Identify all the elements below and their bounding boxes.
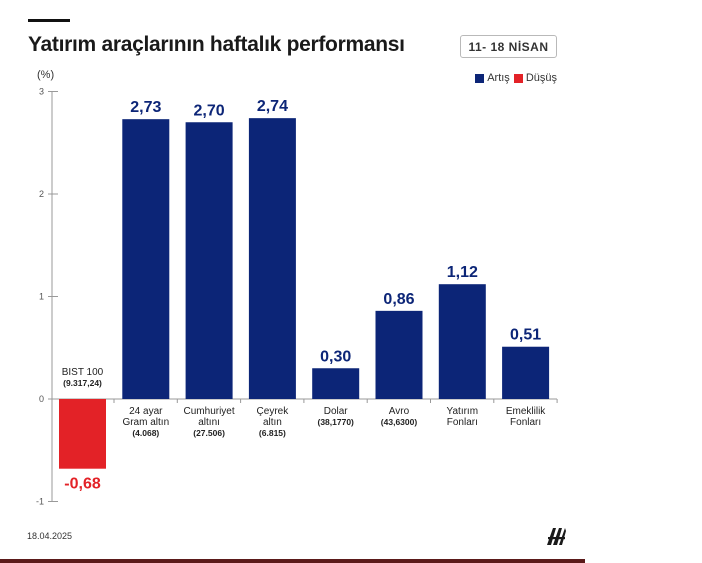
bar [59, 399, 106, 469]
accent-line [28, 19, 70, 22]
legend-item-up: Artış [475, 72, 510, 84]
data-label: 0,86 [383, 291, 414, 308]
category-label: Avro [389, 406, 410, 417]
y-axis-unit: (%) [37, 69, 55, 81]
category-label: (27.506) [193, 428, 225, 438]
legend-item-down: Düşüş [513, 72, 557, 84]
y-tick-label: -1 [36, 497, 44, 507]
date-range-badge: 11- 18 NİSAN [460, 35, 557, 58]
chart-title: Yatırım araçlarının haftalık performansı [28, 33, 405, 56]
category-label: (6.815) [259, 428, 286, 438]
legend-label-up: Artış [487, 72, 510, 84]
category-label: (38,1770) [318, 417, 355, 427]
footer-date: 18.04.2025 [27, 531, 73, 541]
y-tick-label: 3 [39, 87, 44, 97]
bar [438, 284, 486, 399]
category-label: altını [198, 417, 220, 428]
category-label: 24 ayar [129, 406, 163, 417]
legend-swatch-down [513, 73, 523, 83]
category-label: Fonları [447, 417, 478, 428]
category-label: (43,6300) [381, 417, 418, 427]
bar [185, 122, 233, 399]
category-label: Dolar [324, 406, 349, 417]
infographic-card: Yatırım araçlarının haftalık performansı… [27, 19, 566, 545]
category-label: Yatırım [447, 406, 478, 417]
bottom-strip [0, 559, 585, 563]
y-tick-label: 1 [39, 292, 44, 302]
bar [312, 368, 360, 399]
category-label: (9.317,24) [63, 378, 102, 388]
category-label: Cumhuriyet [184, 406, 235, 417]
bar-chart: -1 0 1 2 3 -0,68 BIST 100(9.317,24) 2,73 24 ayar… [36, 87, 558, 507]
category-label: (4.068) [132, 428, 159, 438]
data-label: 0,51 [510, 327, 541, 344]
bar [248, 118, 296, 400]
bar [502, 346, 550, 399]
data-label: -0,68 [64, 476, 101, 493]
data-label: 2,74 [257, 98, 288, 115]
legend: Artış Düşüş [475, 72, 557, 84]
bar [375, 310, 423, 399]
category-label: BIST 100 [62, 367, 104, 378]
y-tick-label: 0 [39, 394, 44, 404]
bar [122, 119, 170, 400]
category-label: Emeklilik [506, 406, 546, 417]
data-label: 1,12 [447, 264, 478, 281]
category-label: Çeyrek [257, 406, 290, 417]
legend-label-down: Düşüş [525, 72, 557, 84]
aa-logo-icon [547, 528, 566, 545]
y-tick-label: 2 [39, 189, 44, 199]
data-label: 2,70 [194, 102, 225, 119]
category-label: altın [263, 417, 282, 428]
category-label: Fonları [510, 417, 541, 428]
legend-swatch-up [475, 73, 485, 83]
data-label: 0,30 [320, 348, 351, 365]
category-label: Gram altın [122, 417, 169, 428]
data-label: 2,73 [130, 99, 161, 116]
